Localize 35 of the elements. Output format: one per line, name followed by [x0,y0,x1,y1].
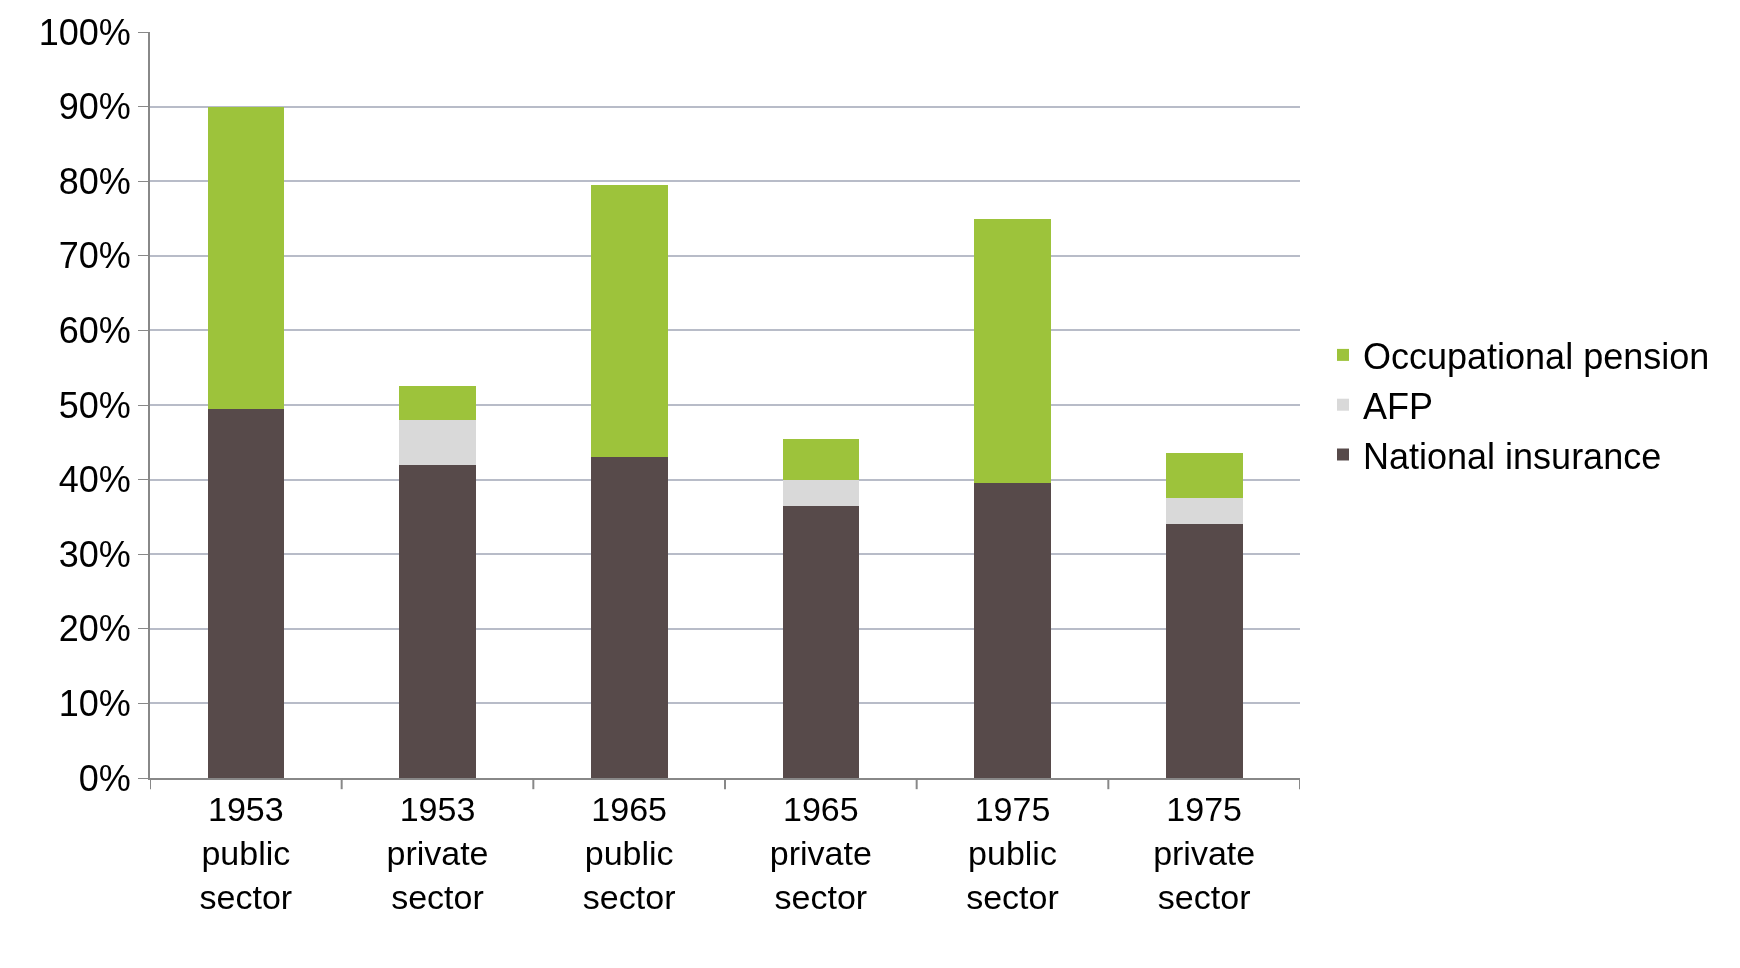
bar [399,464,476,778]
bar [1165,498,1243,525]
x-tick-label: 1965 private sector [769,789,872,917]
x-tick-label: 1953 public sector [199,789,293,917]
y-tick-label: 70% [58,235,131,277]
y-tick-label: 40% [58,459,131,501]
bar [974,218,1051,484]
bar [399,386,476,420]
y-tick-label: 30% [58,533,131,575]
bar [590,184,668,458]
legend-label: Occupational pension [1363,335,1710,377]
bar [590,457,668,778]
y-tick-label: 0% [78,757,131,799]
x-tick-label: 1975 public sector [966,789,1059,917]
x-tick-label: 1953 private sector [386,789,489,917]
x-tick-label: 1965 public sector [582,789,676,917]
bar [782,438,860,480]
y-tick-label: 20% [58,608,131,650]
bar [207,408,285,778]
y-tick-label: 10% [58,683,131,724]
bar [782,479,860,506]
y-tick-label: 50% [58,384,131,426]
bar [1165,524,1243,778]
bar [974,483,1051,778]
y-tick-label: 60% [58,310,131,351]
bar [782,505,860,778]
y-tick-label: 100% [38,11,131,53]
legend-label: AFP [1363,385,1434,427]
bar [1165,453,1243,499]
bar [207,106,285,409]
legend-label: National insurance [1363,435,1662,477]
y-tick-label: 90% [58,86,131,128]
y-tick-label: 80% [58,160,131,202]
x-tick-label: 1975 private sector [1153,789,1256,917]
bar [399,419,476,465]
